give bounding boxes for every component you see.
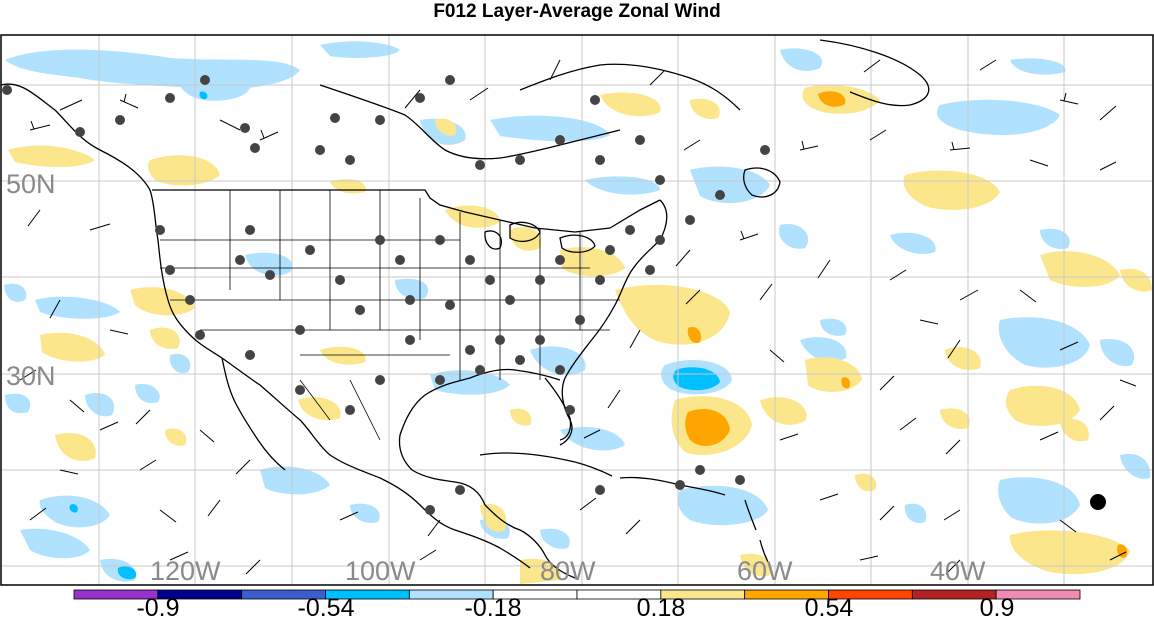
colorbar-segment [995, 589, 1081, 600]
location-marker [1090, 494, 1106, 510]
colorbar [73, 589, 1081, 600]
graticule [1, 35, 1153, 585]
lat-label-50n: 50N [6, 169, 56, 199]
lon-label-80w: 80W [540, 556, 596, 586]
graticule-labels: 50N 30N 120W 100W 80W 60W 40W [6, 169, 986, 586]
map-title: F012 Layer-Average Zonal Wind [433, 1, 721, 22]
colorbar-tick-label: -0.9 [136, 594, 179, 622]
lon-label-120w: 120W [150, 556, 221, 586]
contour-fill-layer [4, 41, 1152, 584]
colorbar-tick-label: -0.18 [465, 594, 522, 622]
lon-label-100w: 100W [345, 556, 416, 586]
colorbar-tick-label: 0.54 [805, 594, 854, 622]
map-frame [0, 34, 1154, 586]
lon-label-60w: 60W [737, 556, 793, 586]
colorbar-tick-label: -0.54 [298, 594, 355, 622]
wind-barbs [19, 59, 1137, 575]
colorbar-tick-label: 0.18 [637, 594, 686, 622]
colorbar-tick-label: 0.9 [980, 594, 1015, 622]
lon-label-40w: 40W [930, 556, 986, 586]
state-boundaries [160, 190, 620, 441]
lat-label-30n: 30N [6, 361, 56, 391]
station-markers [2, 75, 770, 515]
colorbar-tick-labels: -0.9 -0.54 -0.18 0.18 0.54 0.9 [136, 594, 1014, 622]
